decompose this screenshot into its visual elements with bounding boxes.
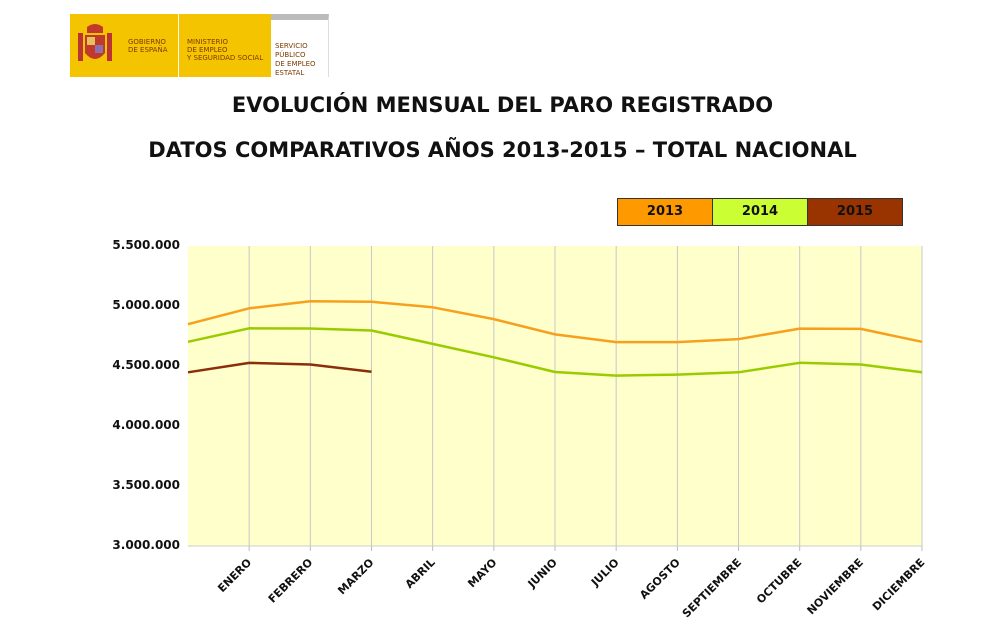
gobierno-block: GOBIERNO DE ESPAÑA [70,14,178,77]
chart-subtitle: DATOS COMPARATIVOS AÑOS 2013-2015 – TOTA… [148,138,857,162]
y-tick-label: 5.500.000 [112,238,180,252]
sepe-block: SERVICIO PÚBLICO DE EMPLEO ESTATAL [271,14,329,77]
ministerio-block: MINISTERIO DE EMPLEO Y SEGURIDAD SOCIAL [178,14,271,77]
legend-2014: 2014 [713,199,808,225]
coat-of-arms-icon [78,24,112,61]
legend-2013: 2013 [618,199,713,225]
legend-2015: 2015 [808,199,902,225]
y-tick-label: 4.000.000 [112,418,180,432]
series-line-2015 [187,361,372,374]
y-tick-label: 4.500.000 [112,358,180,372]
government-logo: GOBIERNO DE ESPAÑA MINISTERIO DE EMPLEO Y S… [70,14,330,77]
chart-title: EVOLUCIÓN MENSUAL DEL PARO REGISTRADO [231,93,774,117]
y-tick-label: 5.000.000 [112,298,180,312]
gobierno-text: GOBIERNO DE ESPAÑA [128,38,168,54]
y-tick-label: 3.500.000 [112,478,180,492]
legend: 2013 2014 2015 [617,198,903,226]
y-tick-label: 3.000.000 [112,538,180,552]
